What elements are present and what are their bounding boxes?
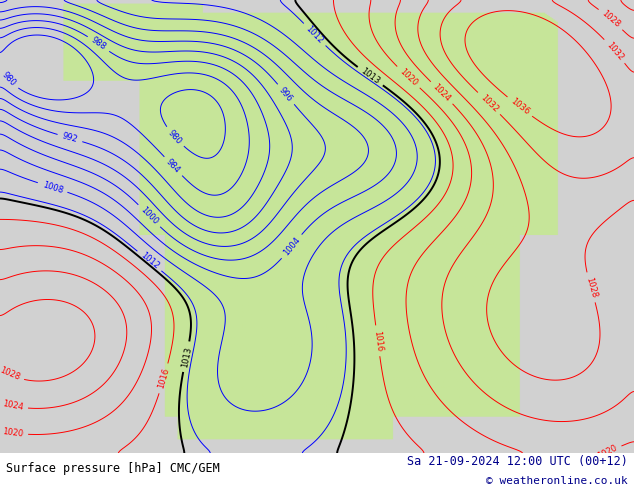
Text: © weatheronline.co.uk: © weatheronline.co.uk — [486, 476, 628, 486]
Text: 980: 980 — [166, 128, 183, 146]
Text: 1013: 1013 — [359, 67, 382, 86]
Text: 1012: 1012 — [304, 24, 325, 45]
Text: 1024: 1024 — [431, 82, 452, 103]
Text: 1036: 1036 — [508, 97, 531, 117]
Text: 1020: 1020 — [398, 67, 419, 88]
Text: 1012: 1012 — [138, 251, 160, 271]
Text: 1024: 1024 — [1, 399, 24, 412]
Text: 1032: 1032 — [478, 93, 500, 114]
Text: 980: 980 — [0, 71, 17, 88]
Text: 988: 988 — [89, 36, 108, 52]
Text: 1008: 1008 — [41, 180, 64, 195]
Text: Sa 21-09-2024 12:00 UTC (00+12): Sa 21-09-2024 12:00 UTC (00+12) — [407, 455, 628, 468]
Text: 996: 996 — [278, 85, 294, 103]
Text: 1020: 1020 — [2, 427, 23, 439]
Text: 1004: 1004 — [281, 236, 302, 257]
Text: 1000: 1000 — [139, 205, 160, 226]
Text: Surface pressure [hPa] CMC/GEM: Surface pressure [hPa] CMC/GEM — [6, 463, 220, 475]
Text: 984: 984 — [164, 157, 182, 175]
Text: 1020: 1020 — [596, 443, 619, 461]
Text: 1028: 1028 — [600, 9, 622, 29]
Text: 1028: 1028 — [584, 276, 598, 299]
Text: 1016: 1016 — [157, 367, 171, 390]
Text: 1016: 1016 — [372, 330, 384, 352]
Text: 1028: 1028 — [0, 366, 21, 382]
Text: 992: 992 — [61, 132, 79, 145]
Text: 1013: 1013 — [180, 345, 193, 368]
Text: 1032: 1032 — [604, 40, 625, 62]
